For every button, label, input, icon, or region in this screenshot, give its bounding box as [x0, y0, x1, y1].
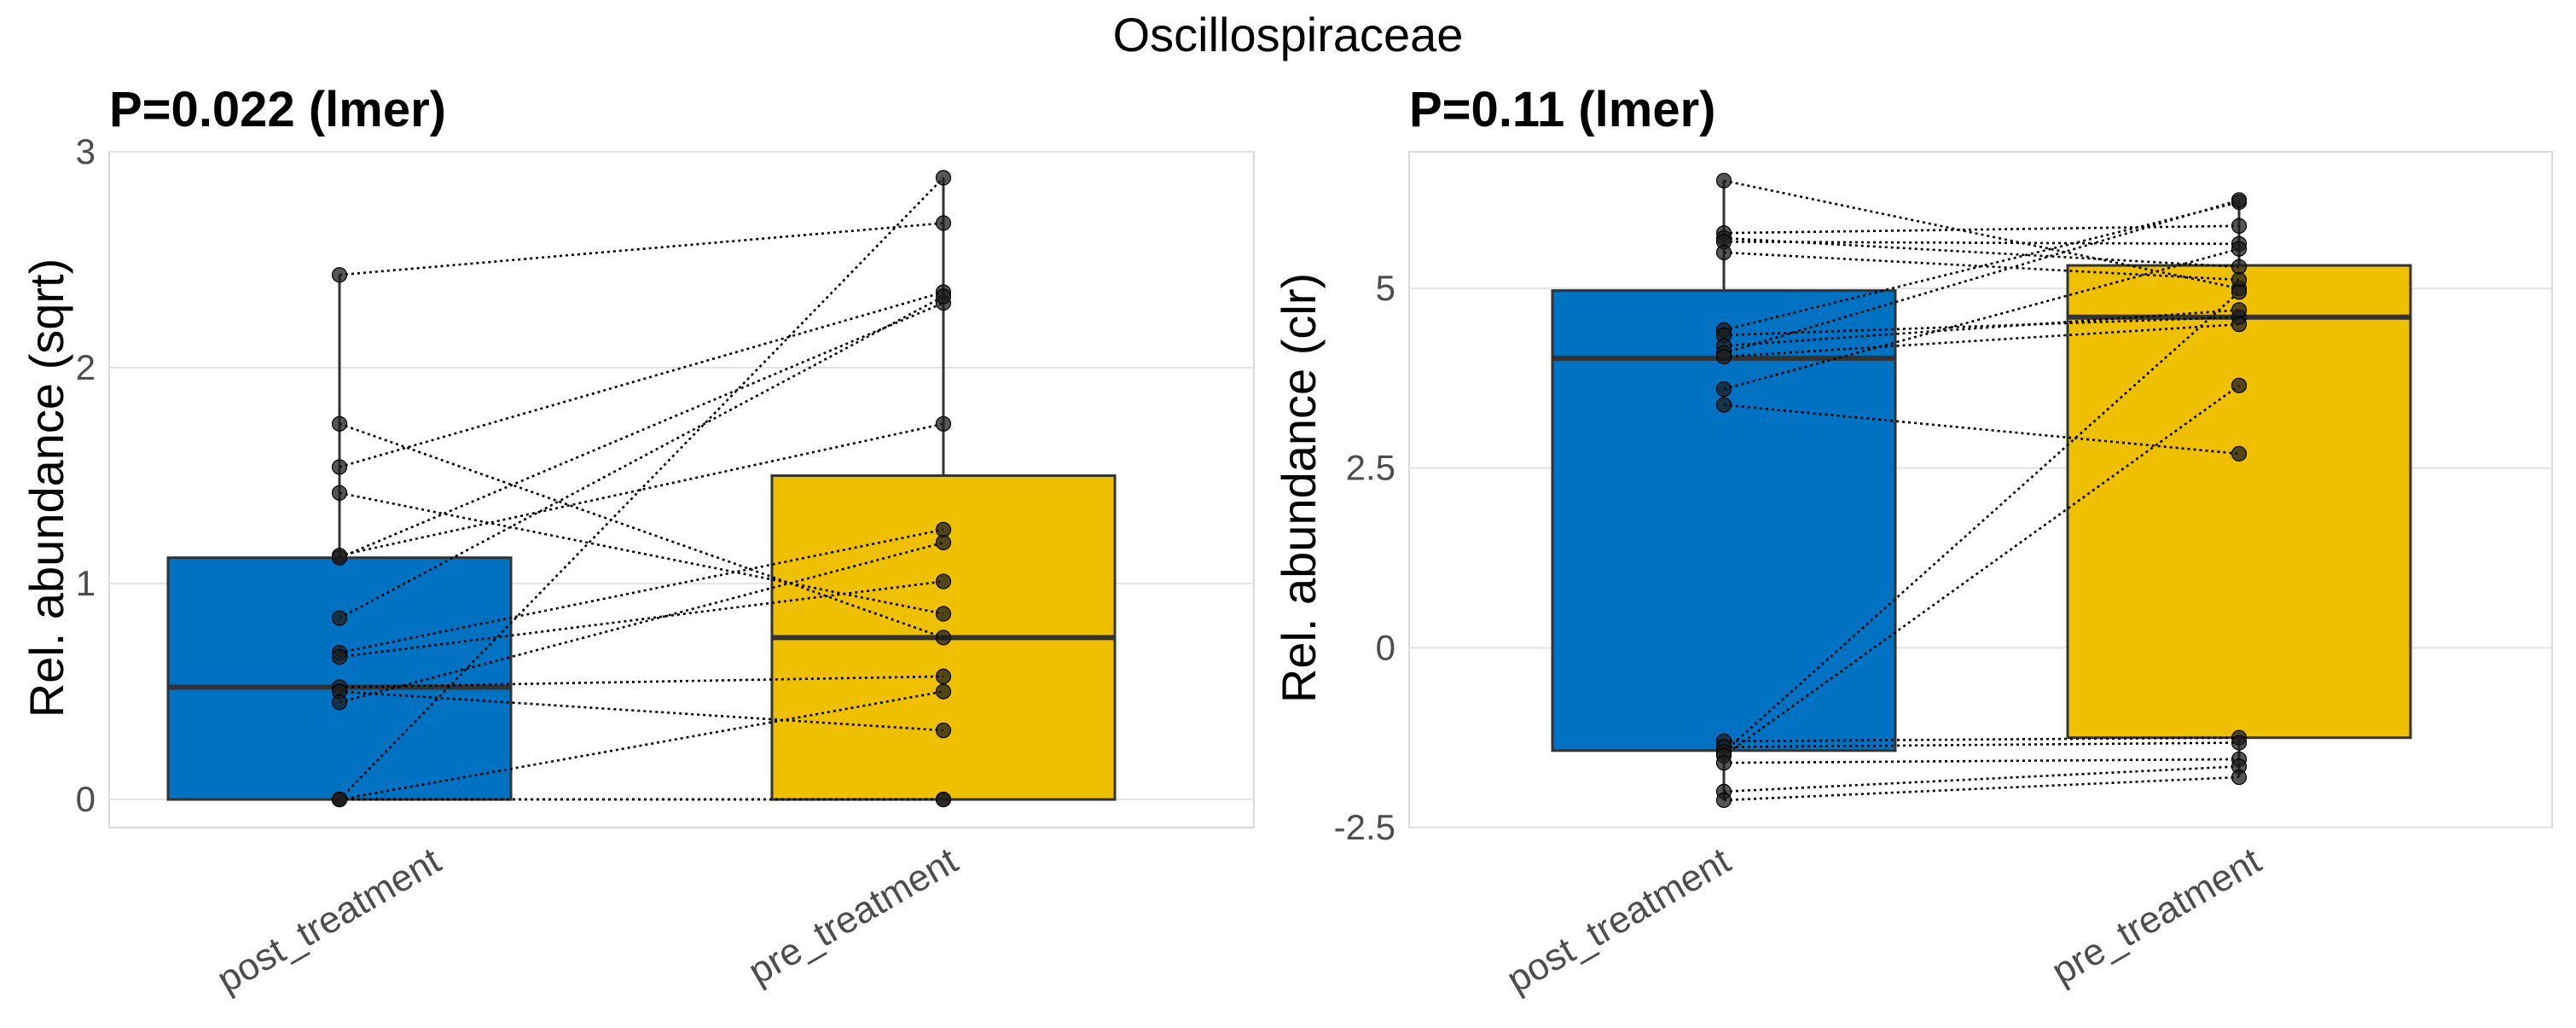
- data-point: [935, 668, 952, 684]
- paired-line: [1723, 309, 2240, 347]
- data-point: [2231, 769, 2248, 786]
- y-axis-label-right: Rel. abundance (clr): [1272, 273, 1326, 703]
- y-tick-label: 2.5: [1346, 448, 1395, 488]
- data-point: [2231, 735, 2248, 751]
- data-point: [935, 723, 952, 739]
- data-point: [2231, 241, 2248, 257]
- plot-panel-2: -2.5 0 2.5 5 post_treatment pre_treatment: [1334, 151, 2553, 1001]
- data-point: [331, 415, 348, 432]
- paired-line: [339, 177, 944, 801]
- box: [166, 556, 513, 801]
- data-point: [935, 573, 952, 590]
- data-point: [331, 792, 348, 808]
- data-point: [935, 415, 952, 432]
- box: [2066, 264, 2412, 740]
- paired-line: [339, 541, 944, 704]
- paired-line: [339, 528, 944, 654]
- paired-line: [1723, 322, 2240, 358]
- paired-line: [1723, 775, 2240, 802]
- data-point: [2231, 317, 2248, 333]
- paired-line: [1723, 291, 2240, 753]
- paired-line: [339, 422, 944, 639]
- box: [1551, 289, 1897, 752]
- y-tick-label: 3: [76, 131, 96, 171]
- x-tick-label: pre_treatment: [741, 839, 965, 992]
- data-point: [2231, 258, 2248, 275]
- paired-line: [1723, 736, 2240, 743]
- paired-line: [339, 291, 944, 468]
- data-point: [2231, 302, 2248, 318]
- data-point: [935, 606, 952, 622]
- y-tick-label: 2: [76, 347, 96, 387]
- y-tick-label: 5: [1376, 268, 1395, 308]
- data-point: [935, 170, 952, 186]
- paired-line: [339, 675, 944, 688]
- paired-line: [1723, 179, 2240, 290]
- panel-title-left: P=0.022 (lmer): [109, 82, 446, 137]
- paired-line: [1723, 241, 2240, 246]
- paired-line: [1723, 741, 2240, 748]
- paired-line: [1723, 316, 2240, 337]
- x-tick-label: post_treatment: [210, 839, 448, 1001]
- data-point: [1715, 244, 1732, 261]
- data-point: [2231, 284, 2248, 300]
- y-tick-label: -2.5: [1334, 807, 1395, 847]
- data-point: [331, 459, 348, 475]
- data-point: [935, 630, 952, 646]
- data-point: [935, 792, 952, 808]
- paired-line: [339, 295, 944, 619]
- paired-line: [1723, 200, 2240, 332]
- panel-title-right: P=0.11 (lmer): [1409, 82, 1716, 137]
- data-point: [1715, 755, 1732, 771]
- figure-title: Oscillospiraceae: [1113, 8, 1464, 61]
- data-point: [331, 549, 348, 566]
- data-point: [935, 534, 952, 551]
- paired-line: [339, 491, 944, 615]
- paired-line: [339, 422, 944, 557]
- y-tick-label: 1: [76, 563, 96, 603]
- paired-line: [339, 690, 944, 801]
- y-tick-label: 0: [76, 779, 96, 819]
- data-point: [331, 485, 348, 501]
- data-point: [2231, 218, 2248, 234]
- data-point: [331, 610, 348, 626]
- y-tick-label: 0: [1376, 627, 1395, 667]
- data-point: [2231, 192, 2248, 208]
- data-point: [935, 683, 952, 700]
- data-point: [1715, 380, 1732, 398]
- paired-line: [1723, 765, 2240, 793]
- paired-line: [1723, 251, 2240, 282]
- data-point: [935, 288, 952, 305]
- paired-line: [339, 222, 944, 276]
- paired-line: [1723, 199, 2240, 355]
- data-point: [1715, 172, 1732, 189]
- data-point: [331, 694, 348, 711]
- y-axis-label-left: Rel. abundance (sqrt): [20, 258, 73, 718]
- data-point: [2231, 445, 2248, 462]
- data-point: [935, 215, 952, 231]
- paired-line: [1723, 758, 2240, 764]
- paired-line: [339, 301, 944, 559]
- data-point: [331, 649, 348, 665]
- x-tick-label: post_treatment: [1500, 839, 1738, 1001]
- data-point: [1715, 792, 1732, 809]
- paired-line: [1723, 404, 2240, 456]
- data-point: [935, 521, 952, 537]
- paired-line: [1723, 384, 2240, 757]
- data-point: [331, 267, 348, 283]
- data-point: [1715, 397, 1732, 413]
- paired-line: [1723, 224, 2240, 235]
- data-point: [1715, 349, 1732, 365]
- data-point: [2231, 377, 2248, 393]
- x-tick-label: pre_treatment: [2045, 839, 2268, 992]
- plot-panel-1: 0 1 2 3 post_treatment pre_treatment: [76, 131, 1255, 1001]
